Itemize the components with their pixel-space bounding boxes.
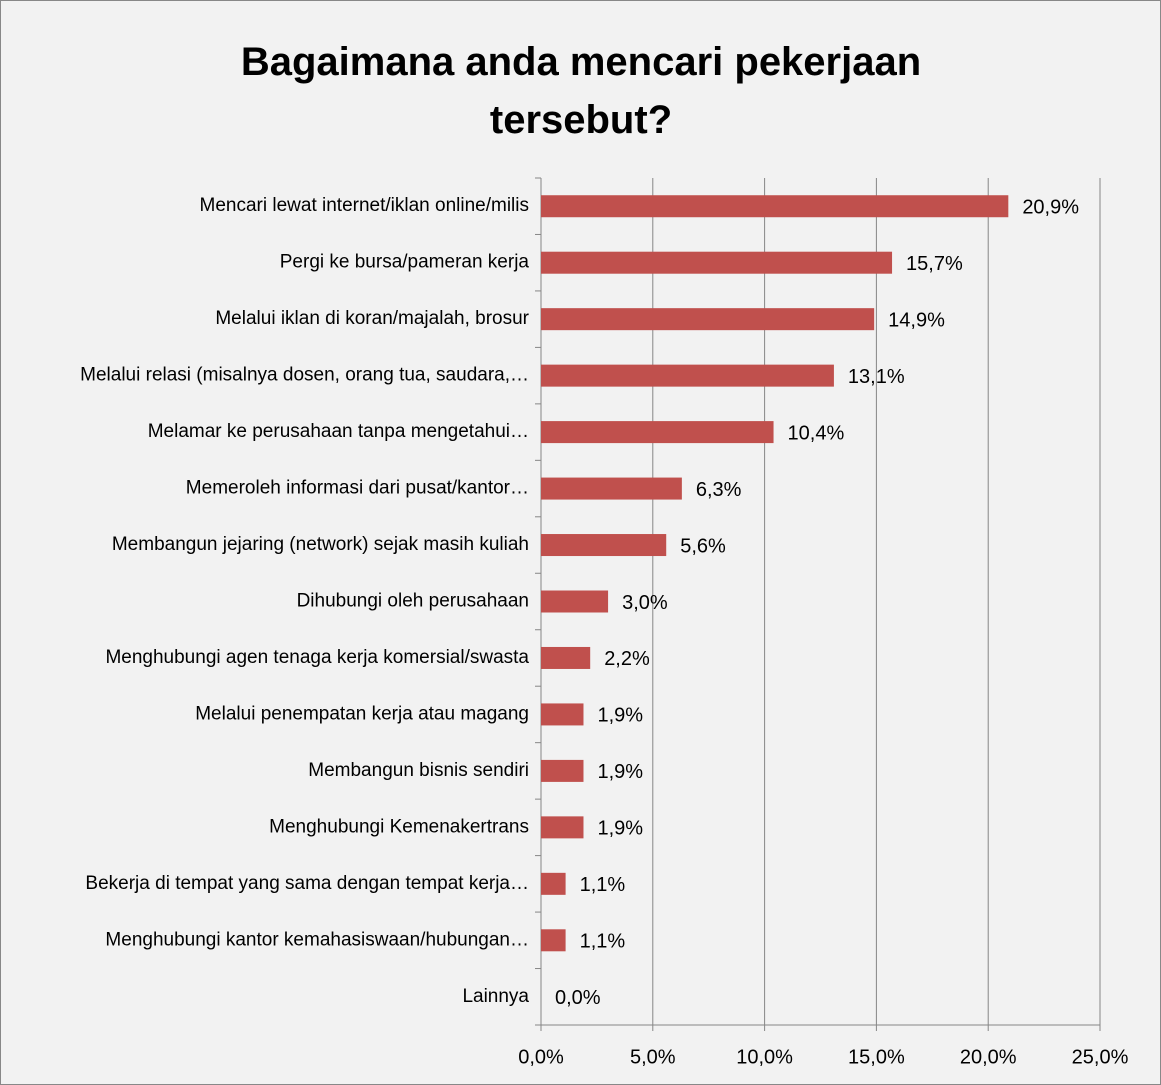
bar [541, 872, 566, 895]
data-label: 1,1% [580, 931, 626, 953]
data-label: 10,4% [788, 422, 845, 444]
bar [541, 929, 566, 952]
bar [541, 759, 584, 782]
data-label: 3,0% [622, 592, 668, 614]
data-label: 1,9% [597, 761, 643, 783]
bar [541, 590, 609, 613]
x-tick-label: 20,0% [960, 1046, 1017, 1068]
bar [541, 251, 893, 274]
bar [541, 364, 834, 387]
x-tick-label: 10,0% [736, 1046, 793, 1068]
y-tick-label: Lainnya [462, 986, 529, 1007]
bar [541, 534, 667, 557]
x-tick-label: 25,0% [1072, 1046, 1129, 1068]
y-tick-label: Menghubungi Kemenakertrans [269, 816, 529, 837]
y-tick-label: Menghubungi kantor kemahasiswaan/hubunga… [105, 929, 529, 950]
data-label: 1,9% [597, 818, 643, 840]
bar [541, 195, 1009, 218]
y-tick-label: Memeroleh informasi dari pusat/kantor… [186, 478, 529, 499]
data-label: 6,3% [696, 479, 742, 501]
bar [541, 816, 584, 839]
data-label: 0,0% [555, 987, 601, 1009]
x-tick-label: 0,0% [518, 1046, 564, 1068]
y-tick-label: Bekerja di tempat yang sama dengan tempa… [85, 873, 529, 894]
data-label: 15,7% [906, 253, 963, 275]
data-label: 2,2% [604, 648, 650, 670]
chart-title: Bagaimana anda mencari pekerjaan tersebu… [240, 40, 922, 142]
data-label: 20,9% [1022, 197, 1079, 219]
bar [541, 477, 682, 500]
data-label: 1,1% [580, 874, 626, 896]
data-label: 1,9% [597, 705, 643, 727]
data-label: 13,1% [848, 366, 905, 388]
y-tick-label: Melalui iklan di koran/majalah, brosur [215, 308, 529, 329]
x-tick-label: 5,0% [630, 1046, 676, 1068]
y-tick-label: Melalui penempatan kerja atau magang [195, 703, 529, 724]
y-tick-label: Membangun bisnis sendiri [308, 760, 529, 781]
y-tick-label: Pergi ke bursa/pameran kerja [280, 252, 530, 273]
y-tick-label: Menghubungi agen tenaga kerja komersial/… [105, 647, 529, 668]
bar [541, 703, 584, 726]
bar [541, 308, 875, 331]
x-tick-label: 15,0% [848, 1046, 905, 1068]
y-tick-label: Membangun jejaring (network) sejak masih… [112, 534, 529, 555]
bar [541, 421, 774, 444]
y-tick-label: Melamar ke perusahaan tanpa mengetahui… [148, 421, 529, 442]
bar [541, 646, 591, 669]
y-tick-label: Mencari lewat internet/iklan online/mili… [200, 195, 529, 216]
data-label: 14,9% [888, 309, 945, 331]
y-tick-label: Dihubungi oleh perusahaan [297, 591, 529, 612]
y-tick-label: Melalui relasi (misalnya dosen, orang tu… [80, 365, 529, 386]
data-label: 5,6% [680, 535, 726, 557]
